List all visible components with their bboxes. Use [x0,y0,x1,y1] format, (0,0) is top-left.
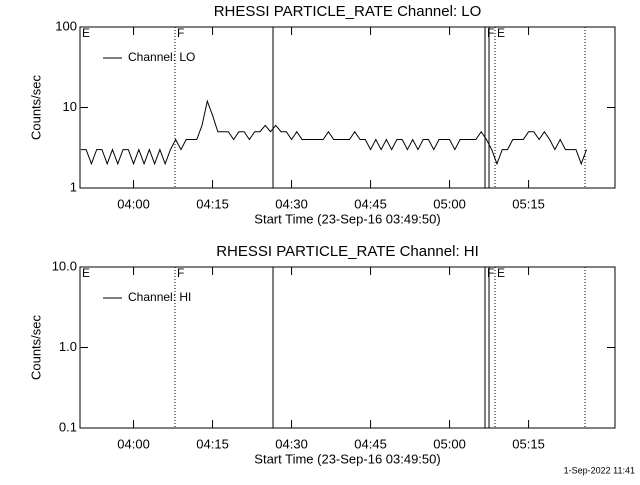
marker-label: E [82,266,90,280]
chart-title: RHESSI PARTICLE_RATE Channel: HI [216,243,479,260]
x-tick-label: 04:15 [196,436,229,451]
marker-label: E [497,266,505,280]
x-axis-label: Start Time (23-Sep-16 03:49:50) [254,211,440,226]
data-line [80,99,587,166]
x-tick-label: 04:00 [117,196,150,211]
marker-label: F [487,26,494,40]
y-tick-label: 1.0 [59,339,77,354]
x-tick-label: 05:15 [512,436,545,451]
marker-label: E [497,26,505,40]
chart-title: RHESSI PARTICLE_RATE Channel: LO [214,3,482,20]
footer: 1-Sep-2022 11:41 [564,465,635,475]
x-tick-label: 04:45 [354,436,387,451]
y-tick-label: 0.1 [59,419,77,434]
x-tick-label: 04:00 [117,436,150,451]
x-tick-label: 04:45 [354,196,387,211]
y-tick-label: 10.0 [52,258,77,273]
x-tick-label: 04:15 [196,196,229,211]
y-tick-label: 1 [70,179,77,194]
x-tick-label: 05:15 [512,196,545,211]
x-tick-label: 05:00 [433,196,466,211]
legend-label: Channel: HI [128,290,191,304]
x-tick-label: 05:00 [433,436,466,451]
marker-label: F [177,266,184,280]
marker-label: F [487,266,494,280]
marker-label: E [82,26,90,40]
x-tick-label: 04:30 [275,196,308,211]
y-tick-label: 100 [55,18,77,33]
y-axis-label: Counts/sec [28,74,43,140]
legend-label: Channel: LO [128,50,195,64]
x-tick-label: 04:30 [275,436,308,451]
y-axis-label: Counts/sec [28,314,43,380]
y-tick-label: 10 [63,99,77,114]
x-axis-label: Start Time (23-Sep-16 03:49:50) [254,451,440,466]
marker-label: F [177,26,184,40]
